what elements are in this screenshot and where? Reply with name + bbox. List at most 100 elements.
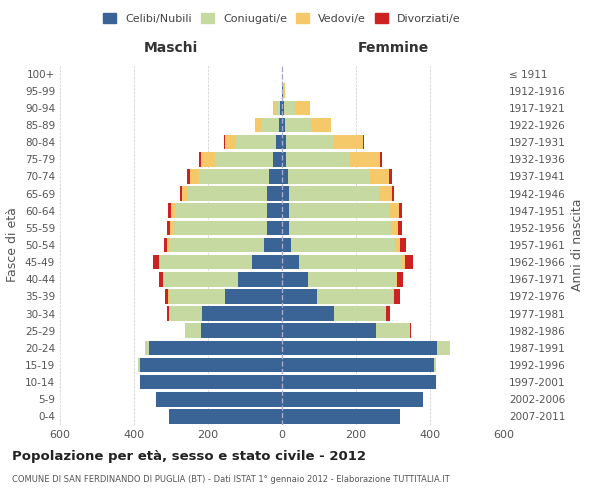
Bar: [397, 272, 403, 286]
Bar: [163, 272, 164, 286]
Bar: [391, 220, 398, 235]
Bar: [159, 272, 163, 286]
Bar: [289, 186, 379, 201]
Bar: [167, 220, 170, 235]
Bar: [437, 340, 451, 355]
Bar: [282, 255, 299, 270]
Bar: [140, 358, 282, 372]
Bar: [282, 392, 422, 406]
Bar: [282, 375, 436, 390]
Y-axis label: Fasce di età: Fasce di età: [7, 208, 19, 282]
Legend: Celibi/Nubili, Coniugati/e, Vedovi/e, Divorziati/e: Celibi/Nubili, Coniugati/e, Vedovi/e, Di…: [101, 10, 463, 26]
Bar: [199, 169, 269, 184]
Bar: [295, 100, 310, 115]
Bar: [167, 238, 169, 252]
Bar: [173, 220, 267, 235]
Bar: [285, 118, 311, 132]
Bar: [277, 135, 282, 150]
Bar: [159, 255, 160, 270]
Bar: [350, 152, 380, 166]
Bar: [282, 152, 286, 166]
Bar: [334, 135, 364, 150]
Bar: [282, 340, 437, 355]
Bar: [253, 255, 282, 270]
Bar: [392, 186, 394, 201]
Bar: [282, 272, 308, 286]
Bar: [260, 118, 279, 132]
Bar: [386, 306, 390, 321]
Bar: [394, 289, 400, 304]
Bar: [405, 255, 413, 270]
Bar: [215, 152, 273, 166]
Bar: [169, 409, 282, 424]
Bar: [188, 186, 267, 201]
Bar: [299, 255, 402, 270]
Text: COMUNE DI SAN FERDINANDO DI PUGLIA (BT) - Dati ISTAT 1° gennaio 2012 - Elaborazi: COMUNE DI SAN FERDINANDO DI PUGLIA (BT) …: [12, 475, 450, 484]
Bar: [255, 118, 260, 132]
Text: Popolazione per età, sesso e stato civile - 2012: Popolazione per età, sesso e stato civil…: [12, 450, 366, 463]
Bar: [282, 409, 400, 424]
Bar: [282, 135, 286, 150]
Bar: [180, 186, 182, 201]
Bar: [202, 306, 282, 321]
Bar: [282, 358, 434, 372]
Bar: [224, 135, 236, 150]
Bar: [275, 100, 280, 115]
Bar: [267, 186, 282, 201]
Bar: [398, 204, 401, 218]
Bar: [282, 186, 289, 201]
Bar: [289, 204, 389, 218]
Bar: [171, 204, 175, 218]
Bar: [287, 169, 369, 184]
Bar: [282, 289, 317, 304]
Bar: [398, 220, 401, 235]
Bar: [169, 289, 224, 304]
Bar: [282, 100, 284, 115]
Text: Femmine: Femmine: [358, 40, 428, 54]
Bar: [273, 100, 275, 115]
Bar: [291, 238, 395, 252]
Bar: [175, 204, 267, 218]
Bar: [395, 272, 397, 286]
Bar: [187, 169, 190, 184]
Bar: [279, 118, 282, 132]
Bar: [380, 152, 382, 166]
Bar: [267, 204, 282, 218]
Bar: [393, 289, 394, 304]
Bar: [284, 100, 295, 115]
Bar: [168, 204, 171, 218]
Bar: [311, 118, 331, 132]
Bar: [282, 84, 283, 98]
Bar: [402, 255, 405, 270]
Bar: [410, 324, 411, 338]
Bar: [149, 340, 282, 355]
Bar: [286, 152, 350, 166]
Bar: [140, 375, 282, 390]
Bar: [273, 152, 282, 166]
Bar: [286, 135, 334, 150]
Bar: [169, 306, 202, 321]
Bar: [280, 100, 282, 115]
Bar: [269, 169, 282, 184]
Bar: [167, 306, 169, 321]
Bar: [282, 238, 291, 252]
Bar: [282, 169, 287, 184]
Bar: [238, 272, 282, 286]
Bar: [139, 358, 140, 372]
Bar: [236, 135, 277, 150]
Bar: [308, 272, 395, 286]
Bar: [282, 118, 285, 132]
Bar: [400, 238, 406, 252]
Bar: [282, 220, 289, 235]
Bar: [199, 152, 200, 166]
Bar: [164, 238, 167, 252]
Bar: [263, 238, 282, 252]
Bar: [156, 392, 282, 406]
Bar: [282, 306, 334, 321]
Bar: [200, 324, 282, 338]
Bar: [283, 84, 286, 98]
Bar: [282, 204, 289, 218]
Bar: [267, 220, 282, 235]
Bar: [190, 169, 199, 184]
Bar: [170, 220, 173, 235]
